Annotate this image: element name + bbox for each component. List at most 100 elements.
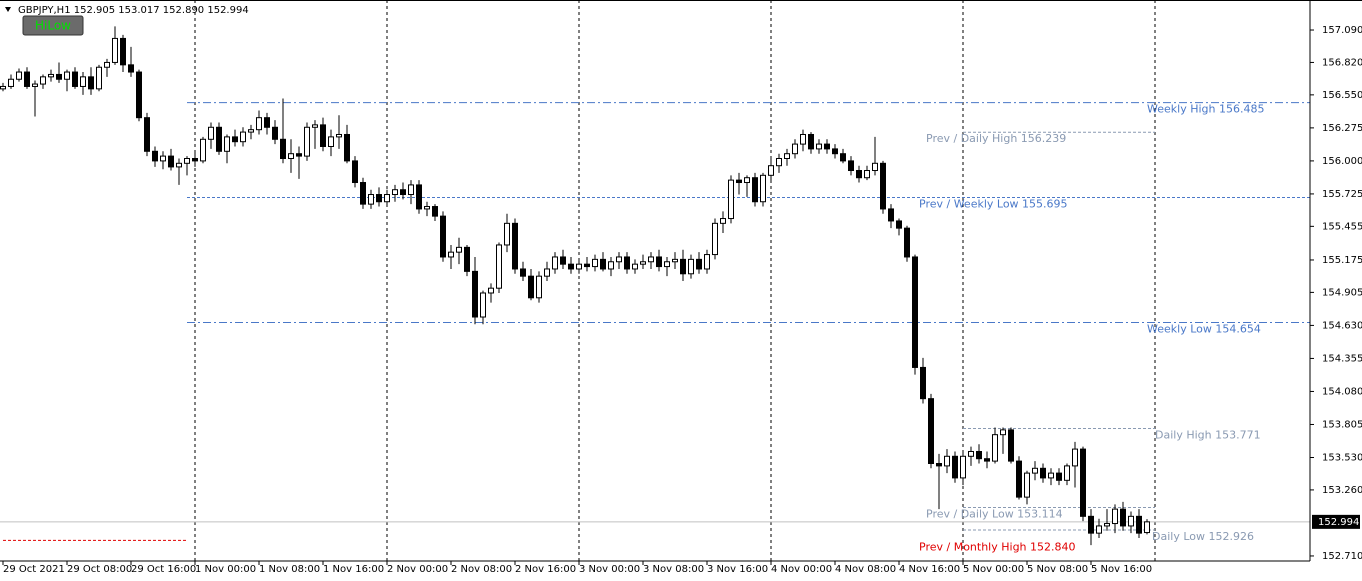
candle-body (424, 206, 430, 210)
candle-body (1064, 465, 1070, 481)
x-tick-label: 4 Nov 08:00 (835, 564, 896, 575)
candle-body (816, 143, 822, 150)
candle-body (1024, 472, 1030, 498)
candle-body (560, 256, 566, 265)
candle-body (1080, 448, 1086, 517)
candle-body (24, 71, 30, 87)
candle-body (32, 83, 38, 87)
candle-body (288, 153, 294, 160)
current-price-label: 152.994 (1318, 517, 1359, 528)
candle-body (688, 258, 694, 275)
y-tick-label: 153.530 (1322, 452, 1362, 463)
levels: Weekly High 156.485 Prev / Daily High 156… (0, 102, 1310, 553)
candle-body (648, 256, 654, 263)
level-label: Prev / Monthly High 152.840 (919, 540, 1076, 553)
x-tick-label: 29 Oct 16:00 (131, 564, 196, 575)
candle-body (656, 256, 662, 268)
x-tick-label: 5 Nov 00:00 (963, 564, 1024, 575)
candle-body (8, 78, 14, 87)
candle-body (768, 165, 774, 176)
candle-body (592, 258, 598, 268)
candle-body (848, 160, 854, 172)
candle-body (720, 218, 726, 224)
candle-body (776, 158, 782, 167)
candle-body (368, 194, 374, 205)
candle-body (200, 138, 206, 162)
candle-body (264, 117, 270, 128)
candle-body (992, 434, 998, 462)
y-tick-label: 154.080 (1322, 386, 1362, 397)
candle-body (504, 222, 510, 246)
candle-body (872, 162, 878, 172)
candle-body (800, 133, 806, 145)
candle-body (1040, 467, 1046, 479)
x-tick-label: 1 Nov 00:00 (195, 564, 256, 575)
y-tick-label: 153.805 (1322, 419, 1362, 430)
candle-body (336, 133, 342, 138)
candle-body (488, 287, 494, 294)
candle-body (536, 275, 542, 299)
y-tick-label: 154.905 (1322, 287, 1362, 298)
x-tick-label: 2 Nov 16:00 (515, 564, 576, 575)
candle-body (136, 71, 142, 119)
candle-body (896, 220, 902, 229)
hilow-button[interactable]: HiLow (22, 15, 84, 36)
candle-body (456, 246, 462, 253)
candle-body (40, 76, 46, 85)
candle-body (864, 170, 870, 179)
candle-body (168, 155, 174, 168)
candle-body (664, 261, 670, 268)
candle-body (744, 177, 750, 184)
candle-body (832, 148, 838, 155)
chart-title: GBPJPY,H1 152.905 153.017 152.890 152.99… (18, 5, 249, 16)
candle-body (248, 129, 254, 133)
candle-body (584, 263, 590, 268)
y-tick-label: 156.275 (1322, 123, 1362, 134)
x-tick-label: 29 Oct 2021 (3, 564, 65, 575)
candle-body (856, 170, 862, 179)
candle-body (176, 162, 182, 168)
candle-body (16, 71, 22, 80)
candle-body (704, 254, 710, 270)
candle-body (920, 366, 926, 400)
x-tick-label: 3 Nov 16:00 (707, 564, 768, 575)
candle-body (272, 126, 278, 140)
candle-body (448, 251, 454, 258)
candle-body (1112, 508, 1118, 525)
y-tick-label: 154.630 (1322, 320, 1362, 331)
y-tick-label: 155.725 (1322, 189, 1362, 200)
candle-body (616, 256, 622, 263)
candle-body (640, 261, 646, 265)
candle-body (952, 455, 958, 479)
candle-body (408, 184, 414, 196)
x-tick-label: 3 Nov 08:00 (643, 564, 704, 575)
candle-body (360, 182, 366, 205)
candle-body (968, 450, 974, 457)
candle-body (48, 73, 54, 78)
candle-body (576, 263, 582, 270)
candle-body (792, 143, 798, 155)
candle-body (736, 179, 742, 184)
x-tick-label: 3 Nov 00:00 (579, 564, 640, 575)
candle-body (464, 246, 470, 272)
candle-body (384, 194, 390, 203)
x-tick-label: 4 Nov 16:00 (899, 564, 960, 575)
candle-body (696, 258, 702, 270)
candle-body (352, 160, 358, 184)
candle-body (280, 138, 286, 160)
candle-body (240, 131, 246, 143)
button-box[interactable] (22, 15, 84, 36)
candle-body (984, 458, 990, 462)
candle-body (904, 227, 910, 258)
level-label: Prev / Weekly Low 155.695 (919, 198, 1068, 211)
candle-body (712, 222, 718, 256)
y-tick-label: 156.000 (1322, 156, 1362, 167)
button-label[interactable]: HiLow (35, 19, 71, 33)
level-label: Daily Low 152.926 (1152, 530, 1254, 543)
candle-body (224, 136, 230, 152)
candle-body (512, 222, 518, 270)
